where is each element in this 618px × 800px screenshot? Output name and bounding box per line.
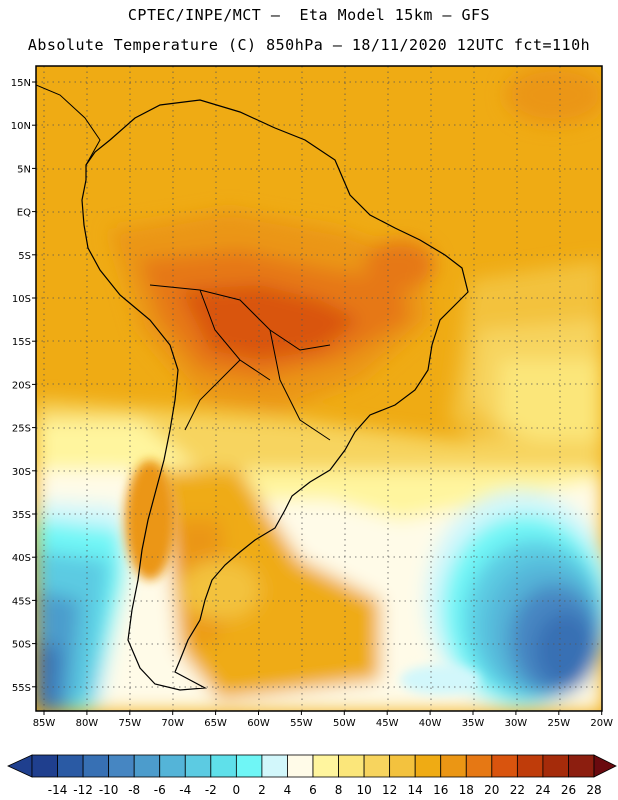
colorbar-box (57, 754, 84, 778)
lon-label: 25W (547, 718, 570, 729)
lat-label: 5N (17, 164, 31, 175)
lon-label: 70W (161, 718, 184, 729)
colorbar-box (491, 754, 518, 778)
colorbar-tick-label: 22 (510, 783, 525, 797)
lat-label: EQ (17, 208, 31, 219)
lon-label: 40W (419, 718, 442, 729)
colorbar-box (389, 754, 416, 778)
colorbar-box (440, 754, 467, 778)
lat-label: 15S (12, 337, 31, 348)
colorbar-over-triangle (593, 754, 617, 778)
longitude-labels: 85W 80W 75W 70W 65W 60W 55W 50W 45W 40W 35W 30W 25W 2… (33, 711, 613, 729)
colorbar-tick-label: 6 (309, 783, 317, 797)
colorbar-tick-label: -10 (99, 783, 119, 797)
colorbar-box (235, 754, 263, 778)
lon-label: 85W (33, 718, 56, 729)
colorbar-tick-label: 10 (356, 783, 371, 797)
lon-label: 60W (247, 718, 270, 729)
lat-label: 35S (12, 510, 31, 521)
colorbar-tick-label: 28 (586, 783, 601, 797)
lat-label: 5S (18, 251, 31, 262)
colorbar-tick-label: 12 (382, 783, 397, 797)
lat-label: 40S (12, 553, 31, 564)
map-title-line1: CPTEC/INPE/MCT – Eta Model 15km – GFS (127, 6, 491, 24)
lon-label: 80W (76, 718, 99, 729)
colorbar-tick-label: -2 (205, 783, 217, 797)
colorbar-tick-label: 16 (433, 783, 448, 797)
colorbar-box (568, 754, 595, 778)
lat-label: 20S (12, 380, 31, 391)
colorbar-tick-label: -6 (154, 783, 166, 797)
lat-label: 10N (11, 121, 31, 132)
lon-label: 30W (505, 718, 528, 729)
colorbar-box (542, 754, 569, 778)
lon-label: 45W (376, 718, 399, 729)
lat-label: 15N (11, 78, 31, 89)
colorbar-box (184, 754, 212, 778)
colorbar-under-triangle (7, 754, 33, 778)
colorbar-box (261, 754, 288, 778)
lat-label: 10S (12, 294, 31, 305)
colorbar (7, 754, 617, 778)
colorbar-box (516, 754, 544, 778)
colorbar-box (465, 754, 493, 778)
south-america-coastline (81, 99, 469, 691)
lon-label: 50W (333, 718, 356, 729)
lon-label: 55W (290, 718, 313, 729)
lat-label: 30S (12, 467, 31, 478)
colorbar-box (414, 754, 442, 778)
lat-label: 50S (12, 640, 31, 651)
colorbar-tick-label: -4 (179, 783, 191, 797)
map-title-line2: Absolute Temperature (C) 850hPa – 18/11/… (27, 36, 591, 54)
colorbar-tick-label: 4 (284, 783, 292, 797)
lat-label: 45S (12, 596, 31, 607)
colorbar-tick-label: 26 (561, 783, 576, 797)
colorbar-box (31, 754, 58, 778)
colorbar-box (210, 754, 237, 778)
lon-label: 75W (118, 718, 141, 729)
colorbar-box (312, 754, 339, 778)
colorbar-box (287, 754, 314, 778)
colorbar-tick-label: 18 (459, 783, 474, 797)
colorbar-box (108, 754, 135, 778)
temperature-field (36, 66, 602, 711)
colorbar-tick-label: 8 (335, 783, 343, 797)
colorbar-tick-label: 20 (484, 783, 499, 797)
colorbar-box (133, 754, 161, 778)
colorbar-tick-label: -12 (73, 783, 93, 797)
colorbar-box (363, 754, 391, 778)
colorbar-box (159, 754, 186, 778)
colorbar-tick-label: -8 (128, 783, 140, 797)
lon-label: 20W (590, 718, 613, 729)
colorbar-box (82, 754, 110, 778)
lon-label: 35W (462, 718, 485, 729)
colorbar-tick-label: 0 (233, 783, 241, 797)
latitude-labels: 15N 10N 5N EQ 5S 10S 15S 20S 25S 30S 35S 40S 45S 50S 5… (11, 78, 36, 694)
lon-label: 65W (204, 718, 227, 729)
lat-label: 55S (12, 683, 31, 694)
colorbar-box (338, 754, 365, 778)
colorbar-tick-label: -14 (48, 783, 68, 797)
colorbar-tick-label: 24 (535, 783, 550, 797)
colorbar-ticks: -14 -12 -10 -8 -6 -4 -2 0 2 4 6 8 10 12 14 16 18 20 22 24 26… (48, 783, 602, 797)
lat-label: 25S (12, 424, 31, 435)
colorbar-tick-label: 2 (258, 783, 266, 797)
colorbar-tick-label: 14 (408, 783, 423, 797)
map-frame (35, 65, 603, 712)
